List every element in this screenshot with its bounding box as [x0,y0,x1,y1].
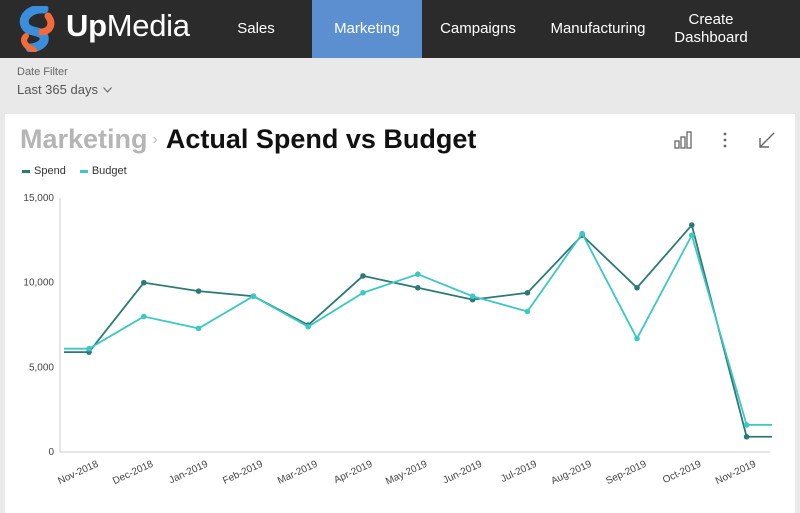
data-point-budget [195,325,202,332]
brand-name[interactable]: UpMedia [66,6,190,46]
x-tick-label: Nov-2018 [56,459,100,487]
y-tick-label: 0 [48,447,54,458]
y-tick-label: 10,000 [23,278,54,289]
brand-part-up: Up [66,8,107,43]
legend-swatch-spend [22,169,30,173]
data-point-spend [743,433,750,440]
x-tick-label: Sep-2019 [604,459,648,487]
data-point-budget [689,232,695,239]
x-tick-label: Dec-2018 [111,459,155,487]
card-title: Marketing › Actual Spend vs Budget [20,124,476,155]
line-chart: 0 5,000 10,000 15,000 Nov-2018 Dec-2018 Jan-20… [23,193,772,488]
series-line-spend [64,223,772,438]
legend-item-spend[interactable]: Spend [22,165,66,177]
data-point-budget [469,293,476,300]
card-toolbar [673,130,777,150]
x-tick-label: Aug-2019 [550,459,594,487]
legend-label-spend: Spend [34,165,66,177]
data-point-budget [250,293,257,300]
data-point-budget [634,335,640,342]
data-point-spend [360,273,366,279]
data-point-budget [141,313,147,320]
chevron-down-icon [103,86,112,93]
y-tick-label: 15,000 [23,193,54,204]
series-line-budget [64,231,772,426]
data-point-budget [415,271,421,277]
top-navigation-bar: UpMedia Sales Marketing Campaigns Manufa… [0,0,800,58]
x-tick-label: Jun-2019 [441,459,484,487]
x-tick-label: Jan-2019 [167,459,210,487]
data-point-spend [141,279,147,286]
legend-swatch-budget [79,169,88,173]
chart-card: Marketing › Actual Spend vs Budget Spend… [5,114,795,513]
bar-chart-icon[interactable] [673,130,693,150]
breadcrumb-marketing[interactable]: Marketing [20,124,148,154]
x-tick-label: Oct-2019 [661,459,703,487]
nav-campaigns[interactable]: Campaigns [440,20,516,37]
nav-create-dashboard[interactable]: Create Dashboard [674,11,748,46]
upmedia-logo-icon[interactable] [14,6,62,52]
nav-sales[interactable]: Sales [237,20,275,37]
legend-label-budget: Budget [91,165,127,177]
breadcrumb-separator: › [152,130,158,148]
main-nav: Sales Marketing Campaigns Manufacturing … [200,0,760,58]
data-point-budget [579,230,585,237]
x-tick-label: May-2019 [384,459,429,488]
date-filter-value: Last 365 days [17,82,98,97]
x-tick-label: Feb-2019 [221,459,265,487]
chart-title: Actual Spend vs Budget [165,124,477,154]
data-point-spend [195,288,202,294]
data-point-budget [360,290,366,296]
data-point-spend [415,284,421,291]
data-point-spend [634,284,640,291]
legend-item-budget[interactable]: Budget [79,165,127,177]
data-point-budget [524,308,531,315]
collapse-icon[interactable] [757,130,777,150]
y-tick-label: 5,000 [29,362,54,373]
nav-manufacturing[interactable]: Manufacturing [550,20,646,37]
data-point-budget [86,345,92,352]
more-vertical-icon[interactable] [715,130,735,150]
data-point-budget [743,422,750,428]
x-tick-label: Mar-2019 [276,459,320,487]
x-tick-label: Jul-2019 [499,459,539,485]
data-point-spend [689,222,695,228]
chart-legend: Spend Budget [22,165,127,177]
brand-part-media: Media [106,8,190,43]
data-point-budget [305,323,312,330]
data-point-spend [524,290,531,296]
nav-marketing[interactable]: Marketing [312,0,422,58]
x-tick-label: Apr-2019 [332,459,374,487]
date-filter-dropdown[interactable]: Last 365 days [17,82,112,97]
x-tick-label: Nov-2019 [714,459,758,487]
date-filter-label: Date Filter [17,66,68,78]
